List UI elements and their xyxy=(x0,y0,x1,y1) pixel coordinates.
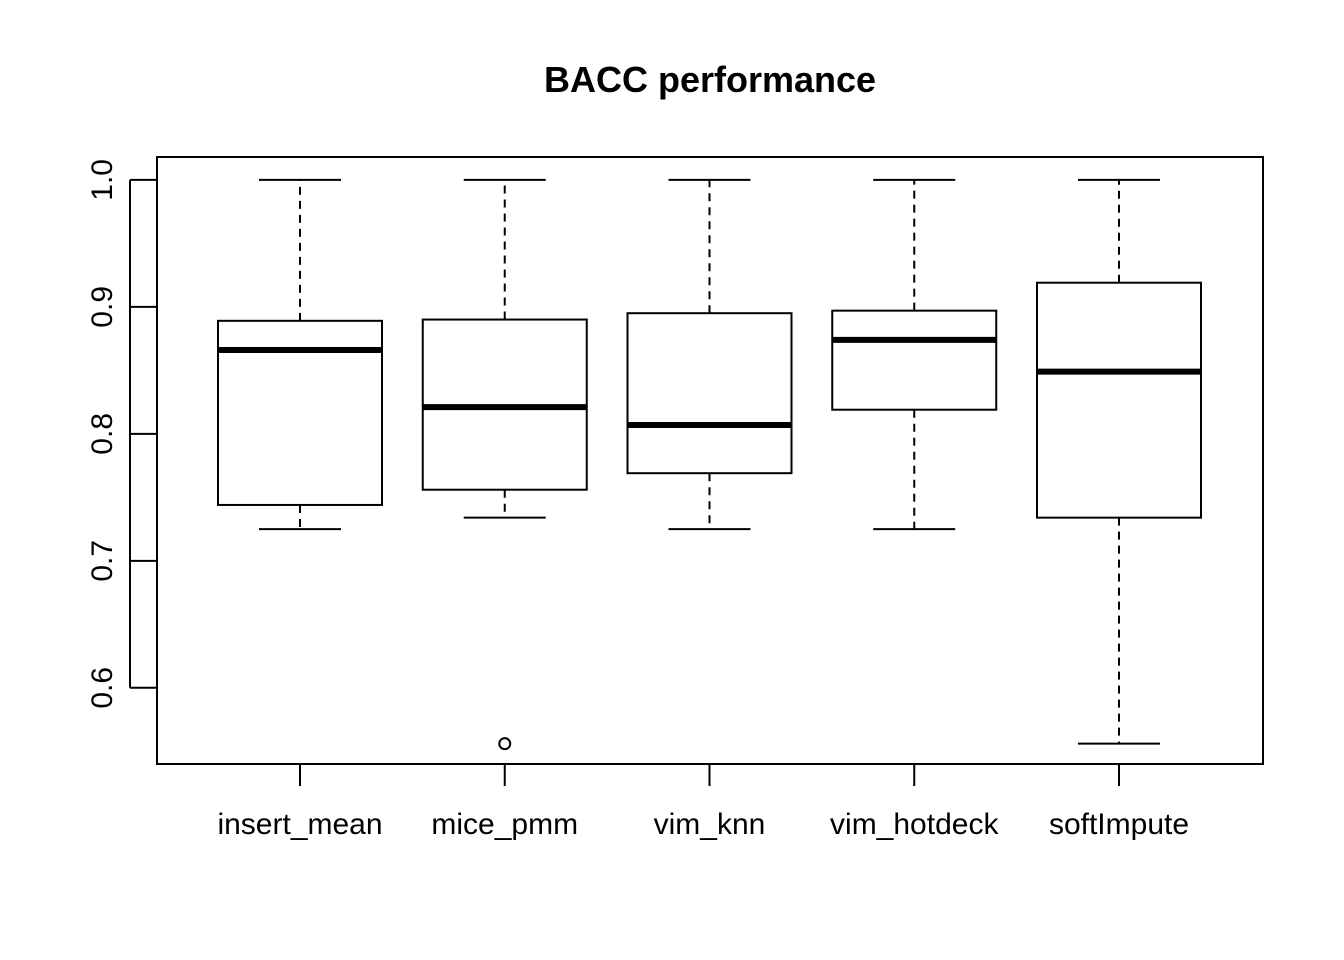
outlier-point xyxy=(498,737,512,751)
chart-title: BACC performance xyxy=(544,59,876,100)
plot-area: 0.6 0.7 0.8 0.9 1.0 insert_mean mice_pmm vim_kn… xyxy=(86,159,1202,841)
y-tick-label: 1.0 xyxy=(86,159,119,201)
box-iqr xyxy=(626,312,793,475)
x-tick-label: softImpute xyxy=(1049,808,1189,841)
y-tick-label: 0.8 xyxy=(86,413,119,455)
y-tick-label: 0.9 xyxy=(86,286,119,328)
y-tick-label: 0.6 xyxy=(86,667,119,709)
x-tick-label: vim_knn xyxy=(654,808,766,841)
box-iqr xyxy=(831,309,998,411)
x-tick-label: mice_pmm xyxy=(431,808,578,841)
x-tick-label: insert_mean xyxy=(217,808,382,841)
y-tick-label: 0.7 xyxy=(86,540,119,582)
plot-frame xyxy=(156,156,1264,765)
x-tick-label: vim_hotdeck xyxy=(830,808,999,841)
box-iqr xyxy=(1036,281,1202,519)
